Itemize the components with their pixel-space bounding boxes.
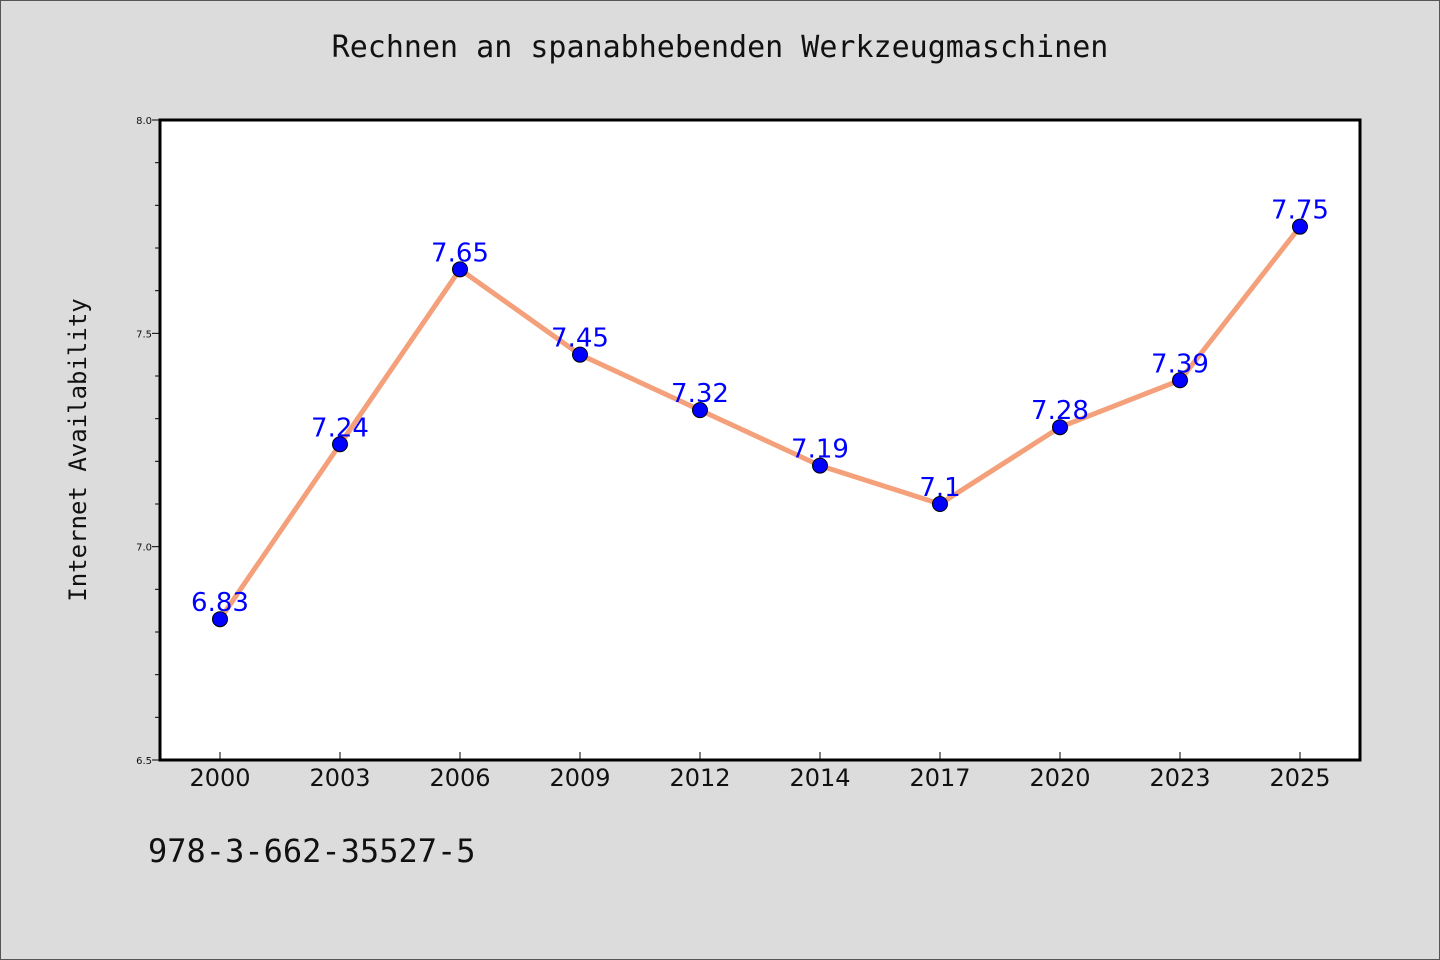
x-tick-label: 2017 — [909, 764, 970, 792]
data-label: 7.24 — [311, 413, 369, 443]
x-tick-label: 2012 — [669, 764, 730, 792]
data-point — [452, 261, 468, 278]
data-point — [932, 496, 948, 512]
x-tick-label: 2009 — [549, 764, 610, 792]
x-tick-label: 2006 — [429, 764, 490, 792]
data-label: 7.32 — [671, 379, 729, 409]
data-label: 7.28 — [1031, 396, 1089, 426]
y-axis-title: Internet Availability — [64, 298, 92, 601]
y-axis-ticks: 6.5 7.0 7.5 8.0 — [136, 116, 160, 767]
data-point — [1052, 419, 1068, 436]
data-label: 6.83 — [191, 588, 249, 618]
chart-title: Rechnen an spanabhebenden Werkzeugmaschi… — [331, 30, 1109, 65]
y-tick-label: 7.0 — [136, 543, 152, 554]
data-label: 7.19 — [791, 435, 849, 465]
data-label: 7.65 — [431, 238, 489, 268]
data-point — [1292, 218, 1308, 235]
series-line — [217, 225, 1302, 621]
data-point — [812, 457, 828, 474]
x-tick-label: 2020 — [1029, 764, 1090, 792]
x-axis-ticks: 2000 2003 2006 2009 2012 2014 2017 2020 2023 2025 — [189, 752, 1331, 792]
y-tick-label: 8.0 — [136, 116, 152, 127]
data-label: 7.75 — [1271, 196, 1329, 226]
x-tick-label: 2023 — [1149, 764, 1210, 792]
data-point — [692, 402, 708, 419]
data-point — [572, 346, 588, 363]
data-point — [212, 611, 228, 628]
series-layer: 6.83 7.24 7.65 7.45 7.32 7.19 7.1 7.28 7.39 7.75 — [191, 196, 1329, 628]
x-tick-label: 2014 — [789, 764, 850, 792]
data-point — [1172, 372, 1188, 389]
x-tick-label: 2003 — [309, 764, 370, 792]
x-tick-label: 2025 — [1269, 764, 1330, 792]
y-tick-label: 7.5 — [136, 329, 152, 340]
data-label: 7.39 — [1151, 349, 1209, 379]
data-label: 7.1 — [919, 473, 960, 503]
x-tick-label: 2000 — [189, 764, 250, 792]
data-point — [332, 436, 348, 453]
y-tick-label: 6.5 — [136, 756, 152, 767]
footer-code: 978-3-662-35527-5 — [148, 832, 476, 870]
data-label: 7.45 — [551, 324, 609, 354]
